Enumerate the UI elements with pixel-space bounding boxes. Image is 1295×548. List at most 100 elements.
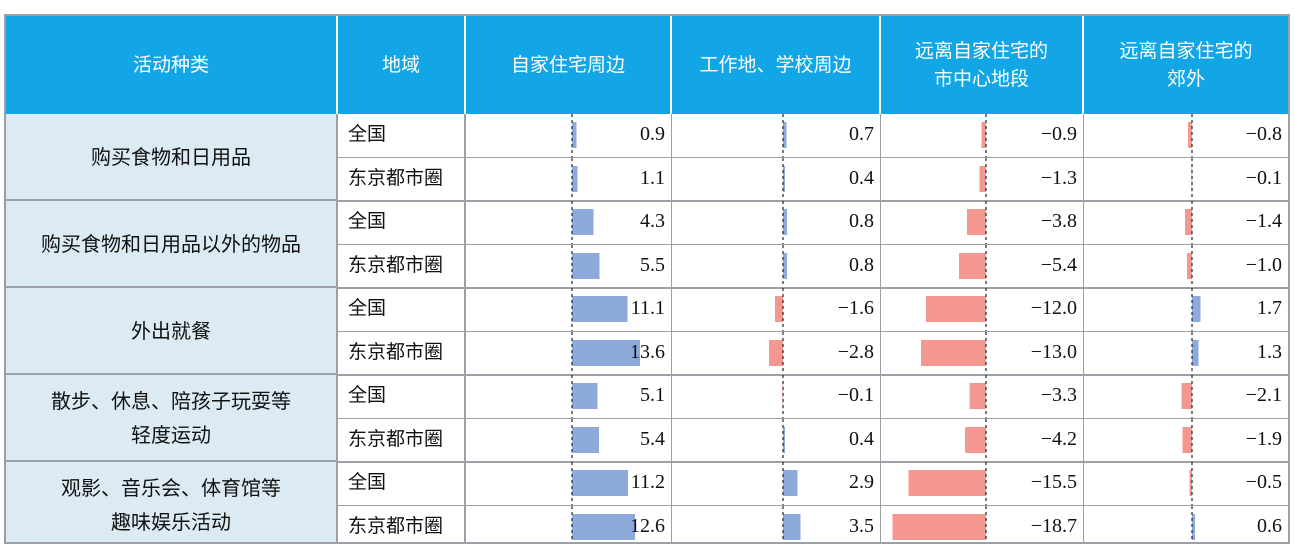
- bar-area: [979, 158, 987, 201]
- value-cell: −1.9: [1084, 419, 1288, 462]
- value-cell: 11.2: [466, 462, 672, 505]
- value-cell: −1.4: [1084, 201, 1288, 244]
- value-label: 1.7: [1257, 297, 1282, 319]
- bar-area: [782, 419, 785, 462]
- row-divider: [338, 331, 1288, 332]
- value-cell: 1.1: [466, 158, 672, 201]
- bar-area: [1185, 201, 1193, 244]
- value-cell: −2.1: [1084, 375, 1288, 418]
- value-label: 5.1: [640, 384, 665, 406]
- table-header: 活动种类 地域 自家住宅周边 工作地、学校周边 远离自家住宅的 市中心地段 远离…: [6, 16, 1288, 114]
- value-cell: −0.8: [1084, 114, 1288, 157]
- positive-bar: [783, 122, 787, 148]
- group-divider: [6, 287, 1288, 289]
- positive-bar: [1192, 340, 1199, 366]
- region-label: 东京都市圈: [338, 158, 466, 201]
- positive-bar: [572, 383, 598, 409]
- value-cell: −2.8: [672, 332, 881, 375]
- negative-bar: [1189, 470, 1192, 496]
- region-label: 东京都市圈: [338, 332, 466, 375]
- region-label: 全国: [338, 462, 466, 505]
- value-label: 0.7: [849, 123, 874, 145]
- row-divider: [338, 157, 1288, 158]
- value-label: −1.9: [1245, 428, 1282, 450]
- bar-area: [571, 332, 640, 375]
- value-label: 2.9: [849, 471, 874, 493]
- value-label: 0.8: [849, 254, 874, 276]
- bar-area: [782, 158, 785, 201]
- positive-bar: [783, 209, 787, 235]
- value-label: −18.7: [1030, 515, 1077, 537]
- value-cell: −12.0: [881, 288, 1084, 331]
- value-label: 0.4: [849, 428, 874, 450]
- value-label: 0.4: [849, 167, 874, 189]
- header-col-2: 远离自家住宅的 市中心地段: [881, 16, 1084, 114]
- activity-label: 外出就餐: [6, 288, 338, 375]
- bar-area: [782, 462, 798, 505]
- value-cell: −0.5: [1084, 462, 1288, 505]
- activity-label: 观影、音乐会、体育馆等 趣味娱乐活动: [6, 462, 338, 542]
- value-label: −1.0: [1245, 254, 1282, 276]
- value-cell: −1.3: [881, 158, 1084, 201]
- header-activity: 活动种类: [6, 16, 338, 114]
- bar-area: [965, 419, 987, 462]
- value-cell: 12.6: [466, 506, 672, 542]
- bar-area: [571, 114, 577, 157]
- negative-bar: [969, 383, 986, 409]
- bar-area: [967, 201, 987, 244]
- row-divider: [338, 244, 1288, 245]
- value-cell: 1.3: [1084, 332, 1288, 375]
- value-cell: −0.1: [1084, 158, 1288, 201]
- bar-area: [782, 201, 787, 244]
- activity-label: 散步、休息、陪孩子玩耍等 轻度运动: [6, 375, 338, 462]
- value-label: 4.3: [640, 210, 665, 232]
- negative-bar: [921, 340, 986, 366]
- value-label: −0.1: [1245, 167, 1282, 189]
- value-label: 1.1: [640, 167, 665, 189]
- group-divider: [6, 374, 1288, 376]
- value-label: −0.1: [837, 384, 874, 406]
- region-label: 东京都市圈: [338, 245, 466, 288]
- value-label: 3.5: [849, 515, 874, 537]
- negative-bar: [908, 470, 986, 496]
- bar-area: [782, 375, 784, 418]
- value-label: −12.0: [1030, 297, 1077, 319]
- value-label: 0.6: [1257, 515, 1282, 537]
- negative-bar: [769, 340, 783, 366]
- value-label: 5.5: [640, 254, 665, 276]
- bar-area: [1189, 462, 1193, 505]
- positive-bar: [783, 253, 787, 279]
- bar-area: [571, 375, 598, 418]
- region-label: 东京都市圈: [338, 506, 466, 542]
- bar-area: [1187, 245, 1193, 288]
- header-region: 地域: [338, 16, 466, 114]
- row-divider: [338, 418, 1288, 419]
- bar-area: [782, 245, 787, 288]
- value-label: −0.8: [1245, 123, 1282, 145]
- positive-bar: [572, 296, 628, 322]
- value-cell: 0.8: [672, 201, 881, 244]
- negative-bar: [1187, 253, 1192, 279]
- bar-area: [1188, 114, 1193, 157]
- value-cell: 0.4: [672, 158, 881, 201]
- positive-bar: [572, 340, 640, 366]
- bar-area: [775, 288, 784, 331]
- positive-bar: [572, 427, 599, 453]
- value-label: −1.3: [1040, 167, 1077, 189]
- value-cell: −1.0: [1084, 245, 1288, 288]
- region-label: 全国: [338, 288, 466, 331]
- value-label: −1.6: [837, 297, 874, 319]
- value-cell: 5.1: [466, 375, 672, 418]
- positive-bar: [783, 514, 801, 540]
- bar-area: [1191, 158, 1193, 201]
- bar-area: [1191, 506, 1195, 542]
- value-cell: −13.0: [881, 332, 1084, 375]
- row-divider: [338, 505, 1288, 506]
- header-col-1: 工作地、学校周边: [672, 16, 881, 114]
- positive-bar: [783, 427, 785, 453]
- value-cell: 0.7: [672, 114, 881, 157]
- value-label: 11.1: [630, 297, 665, 319]
- bar-area: [782, 506, 801, 542]
- bar-area: [1181, 375, 1193, 418]
- value-cell: 13.6: [466, 332, 672, 375]
